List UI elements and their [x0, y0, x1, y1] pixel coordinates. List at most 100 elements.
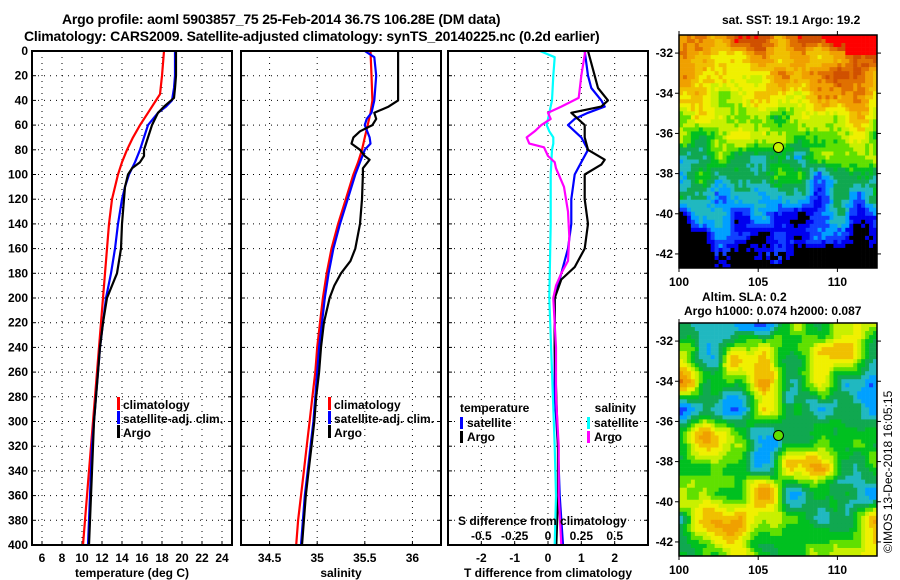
map-cell [726, 371, 731, 376]
map-cell [738, 223, 743, 229]
map-cell [690, 215, 696, 221]
map-cell [873, 407, 878, 412]
map-cell [774, 375, 779, 380]
map-cell [825, 355, 830, 360]
map-cell [698, 379, 704, 384]
map-cell [825, 371, 830, 376]
map-cell [766, 171, 771, 176]
map-cell [686, 331, 692, 336]
map-cell [805, 435, 810, 440]
map-cell [766, 91, 771, 96]
map-cell [726, 159, 731, 164]
map-cell [821, 227, 826, 233]
map-cell [698, 435, 704, 440]
map-cell [702, 51, 708, 56]
map-cell [682, 435, 688, 440]
map-cell [730, 67, 735, 72]
map-cell [718, 215, 723, 221]
map-cell [809, 195, 814, 201]
map-cell [865, 111, 870, 116]
x-tick-label: 20 [175, 551, 189, 565]
map-cell [853, 75, 858, 80]
map-cell [861, 431, 866, 436]
map-cell [853, 67, 858, 72]
map-cell [841, 107, 846, 112]
map-cell [833, 79, 838, 84]
map-cell [809, 95, 814, 100]
map-cell [805, 231, 810, 237]
map-cell [817, 379, 822, 384]
map-cell [805, 339, 810, 344]
map-cell [825, 367, 830, 372]
map-cell [813, 59, 818, 64]
map-cell [801, 435, 807, 440]
map-cell [718, 91, 723, 96]
map-cell [793, 395, 799, 400]
map-cell [710, 447, 715, 452]
map-cell [686, 79, 692, 84]
map-cell [801, 411, 807, 416]
map-cell [706, 207, 711, 213]
map-cell [702, 47, 708, 52]
map-cell [738, 215, 743, 221]
map-cell [722, 171, 727, 176]
map-cell [770, 127, 775, 132]
map-cell [746, 63, 751, 68]
map-cell [861, 399, 866, 404]
map-cell [750, 207, 755, 213]
map-cell [778, 451, 783, 456]
map-cell [746, 323, 751, 328]
map-cell [849, 255, 854, 261]
map-cell [722, 451, 727, 456]
map-cell [710, 111, 715, 116]
map-cell [829, 359, 834, 364]
map-cell [730, 339, 735, 344]
map-cell [774, 343, 779, 348]
map-cell [679, 151, 684, 156]
map-cell [682, 159, 688, 164]
map-cell [873, 47, 878, 52]
map-cell [734, 431, 739, 436]
map-cell [778, 127, 783, 132]
map-cell [861, 263, 866, 269]
map-cell [785, 167, 791, 172]
map-cell [679, 235, 684, 241]
map-cell [833, 355, 838, 360]
map-cell [865, 123, 870, 128]
map-cell [690, 439, 696, 444]
map-cell [766, 111, 771, 116]
map-cell [801, 371, 807, 376]
map-cell [742, 131, 747, 136]
map-cell [869, 339, 874, 344]
map-cell [793, 199, 799, 205]
map-cell [702, 431, 708, 436]
map-cell [762, 439, 767, 444]
map-cell [750, 407, 755, 412]
map-cell [754, 251, 759, 257]
map-cell [845, 455, 850, 460]
map-x-tick-label: 105 [748, 275, 768, 289]
map-cell [873, 175, 878, 180]
map-cell [702, 339, 708, 344]
map-cell [833, 127, 838, 132]
map-cell [778, 95, 783, 100]
map-cell [750, 423, 755, 428]
map-cell [690, 159, 696, 164]
map-cell [813, 107, 818, 112]
map-cell [809, 103, 814, 108]
map-cell [718, 203, 723, 209]
map-cell [762, 359, 767, 364]
map-cell [722, 359, 727, 364]
map-cell [813, 199, 818, 205]
map-cell [821, 335, 826, 340]
map-cell [817, 131, 822, 136]
map-cell [833, 251, 838, 257]
map-cell [770, 347, 775, 352]
map-cell [758, 419, 763, 424]
map-cell [766, 147, 771, 152]
map-cell [869, 55, 874, 60]
map-cell [817, 459, 822, 464]
map-cell [849, 187, 854, 192]
map-cell [734, 235, 739, 241]
map-cell [730, 163, 735, 168]
